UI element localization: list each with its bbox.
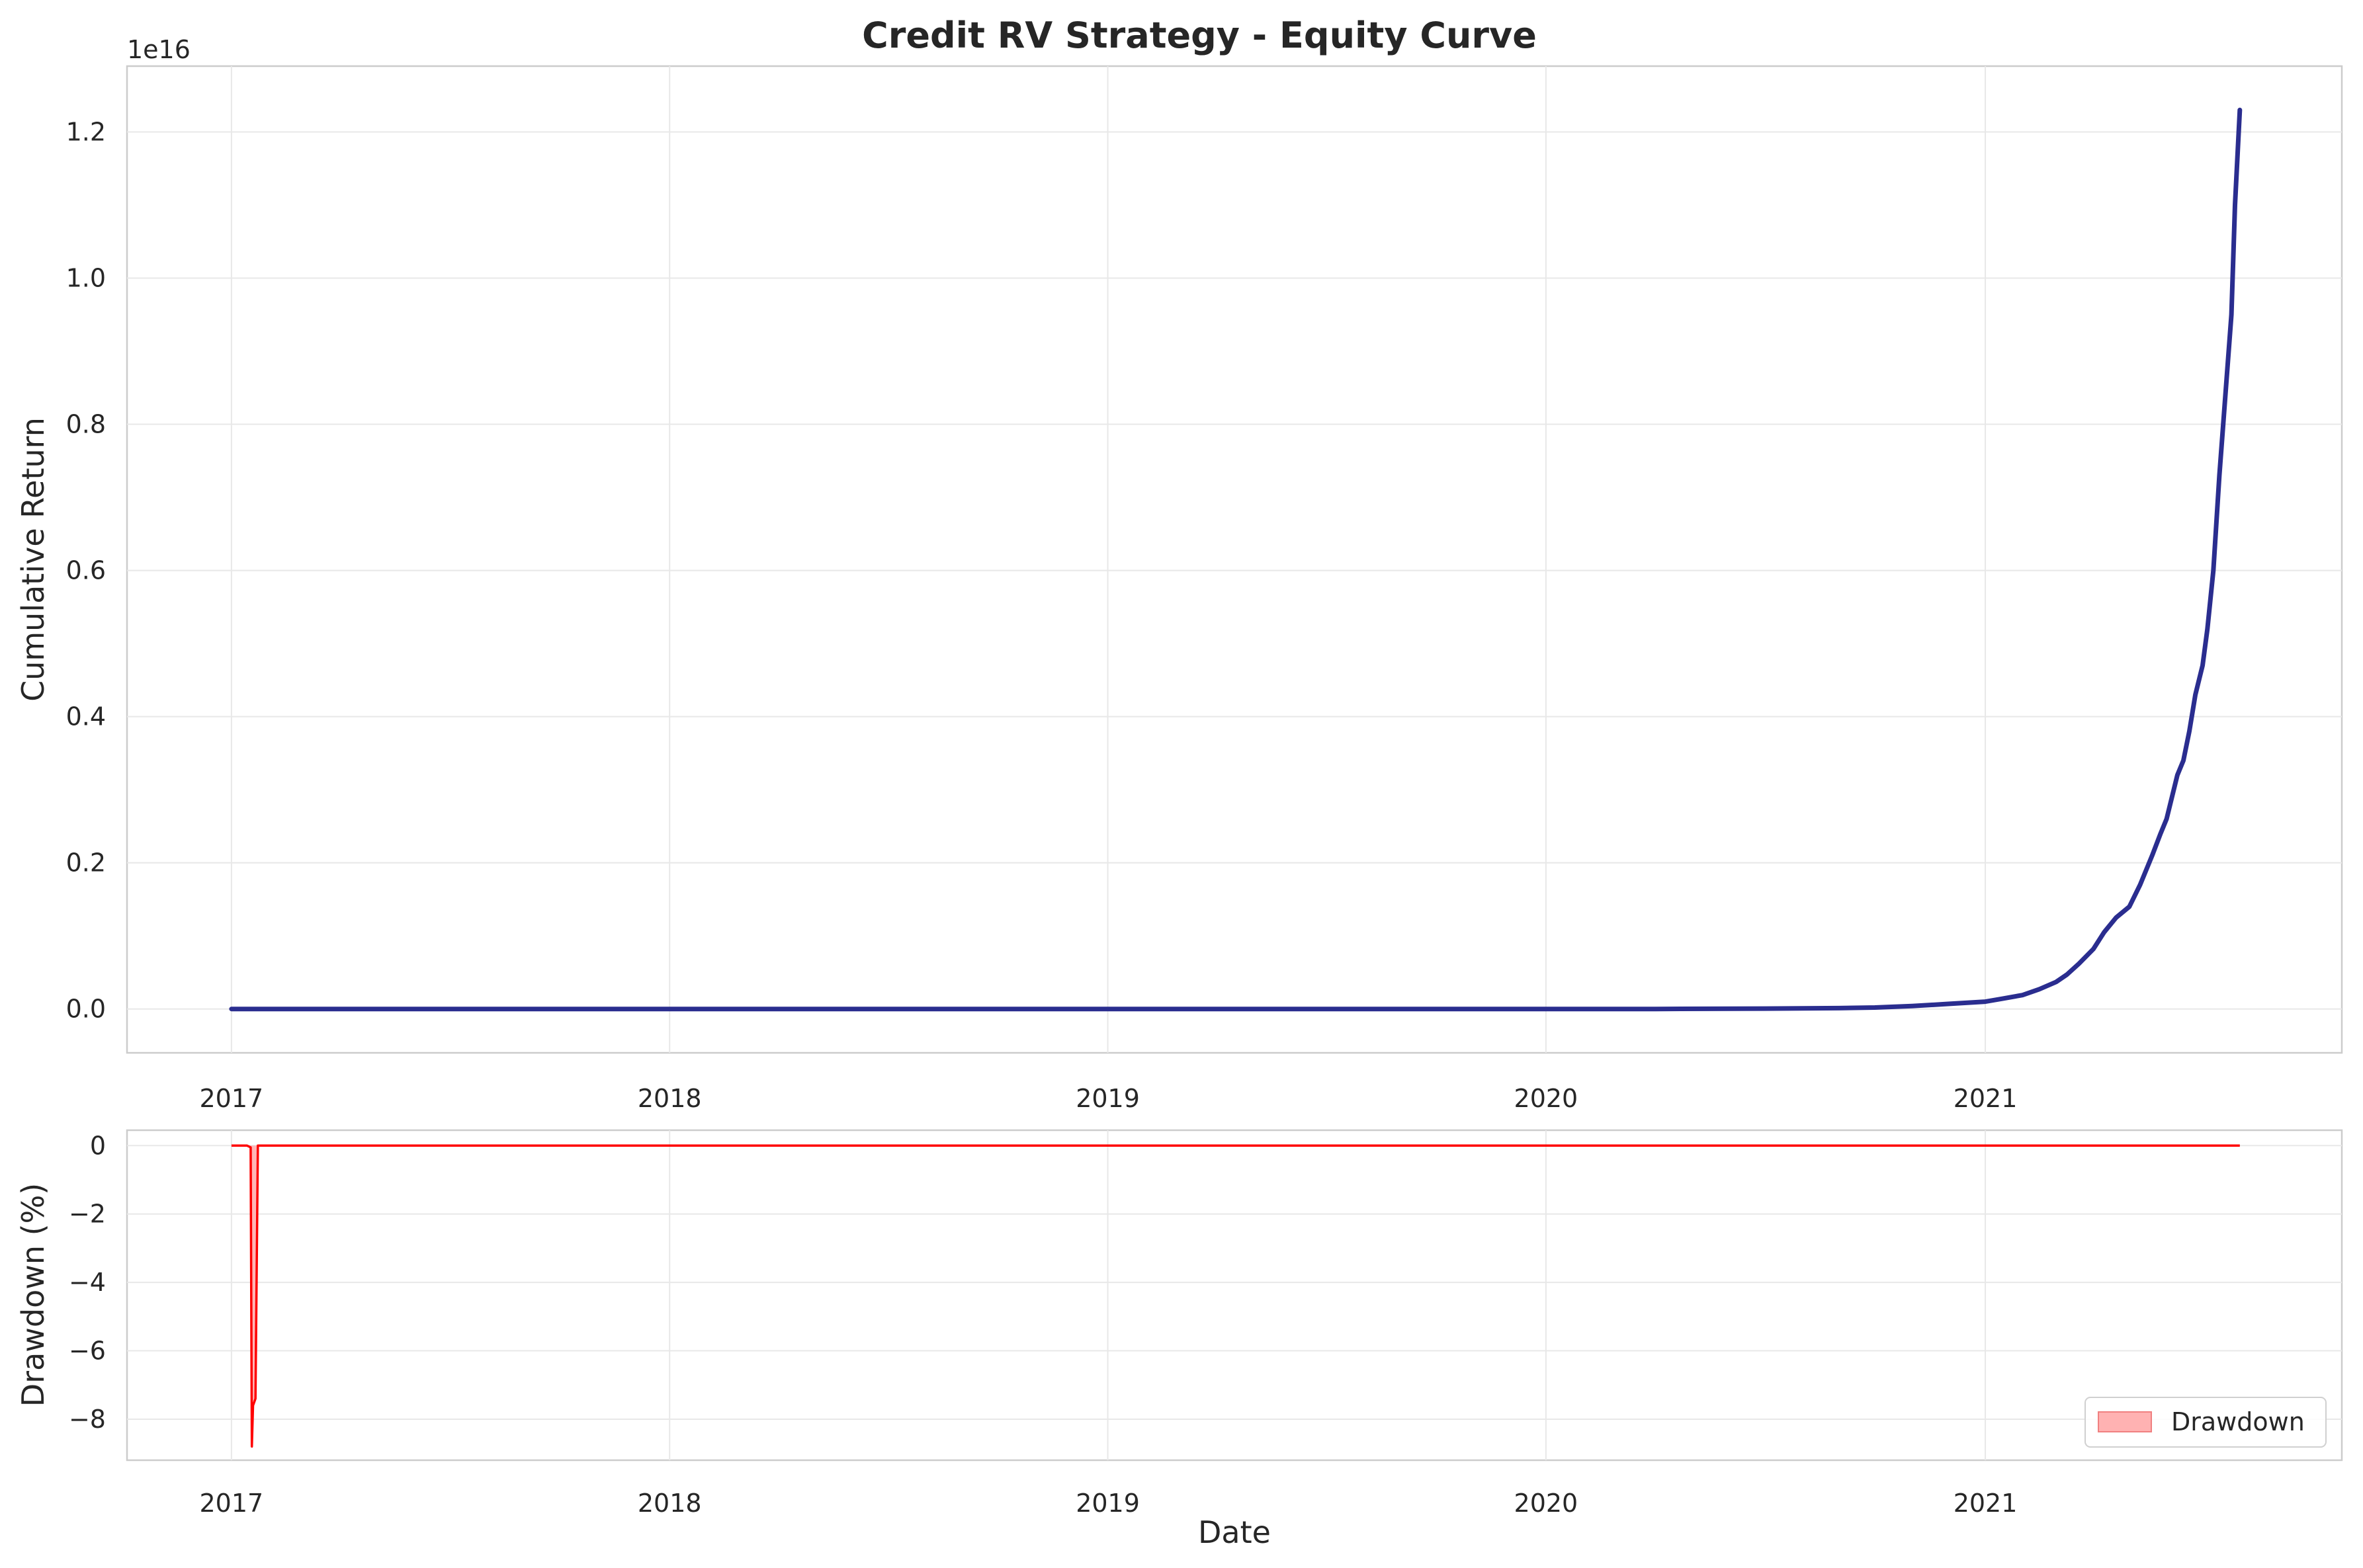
equity-x-tick-label: 2021: [1954, 1084, 2018, 1113]
equity-x-tick-label: 2020: [1514, 1084, 1578, 1113]
drawdown-y-tick-label: −4: [69, 1268, 106, 1297]
equity-y-tick-label: 0.6: [66, 556, 106, 585]
drawdown-x-tick-label: 2020: [1514, 1489, 1578, 1518]
equity-y-axis-label: Cumulative Return: [15, 417, 51, 702]
drawdown-y-tick-label: −6: [69, 1337, 106, 1366]
drawdown-y-axis-label: Drawdown (%): [15, 1183, 51, 1407]
drawdown-x-axis-label: Date: [1198, 1514, 1271, 1550]
drawdown-plot-area: [126, 1129, 2343, 1462]
equity-x-tick-label: 2017: [200, 1084, 264, 1113]
drawdown-y-tick-label: 0: [90, 1131, 106, 1160]
drawdown-x-tick-label: 2017: [200, 1489, 264, 1518]
equity-y-tick-label: 0.8: [66, 410, 106, 439]
legend: Drawdown: [2084, 1397, 2327, 1448]
drawdown-x-tick-label: 2021: [1954, 1489, 2018, 1518]
chart-title: Credit RV Strategy - Equity Curve: [862, 15, 1537, 56]
equity-y-tick-label: 0.0: [66, 995, 106, 1024]
equity-x-tick-label: 2018: [638, 1084, 702, 1113]
legend-label-drawdown: Drawdown: [2171, 1407, 2305, 1436]
drawdown-panel: 0 −2 −4 −6 −8 2017 2018 2019 2020 2021 Drawdown …: [15, 1129, 2343, 1550]
equity-curve-panel: 0.00.20.40.60.81.01.2 2017 2018 2019 2020 20…: [15, 35, 2343, 1113]
drawdown-y-tick-label: −2: [69, 1200, 106, 1229]
equity-grid: [127, 66, 2342, 1053]
equity-offset-label: 1e16: [127, 35, 191, 64]
equity-y-tick-label: 1.2: [66, 117, 106, 146]
equity-y-tick-label: 0.2: [66, 848, 106, 878]
legend-box: [2084, 1397, 2327, 1448]
drawdown-x-ticks: 2017 2018 2019 2020 2021: [200, 1489, 2018, 1518]
legend-swatch-drawdown: [2098, 1411, 2152, 1432]
equity-x-tick-label: 2019: [1076, 1084, 1140, 1113]
drawdown-series: [231, 1144, 2240, 1448]
equity-y-tick-label: 1.0: [66, 264, 106, 293]
equity-x-ticks: 2017 2018 2019 2020 2021: [200, 1084, 2018, 1113]
drawdown-x-tick-label: 2018: [638, 1489, 702, 1518]
equity-y-ticks: 0.0 0.2 0.4 0.6 0.8 1.0 1.2: [66, 117, 106, 1023]
drawdown-y-ticks: 0 −2 −4 −6 −8: [69, 1131, 106, 1434]
equity-y-tick-label: 0.4: [66, 702, 106, 731]
drawdown-line: [231, 1144, 2240, 1448]
equity-plot-area: [126, 65, 2343, 1054]
drawdown-x-tick-label: 2019: [1076, 1489, 1140, 1518]
equity-series: [229, 107, 2243, 1012]
equity-curve-line: [229, 107, 2243, 1012]
drawdown-y-tick-label: −8: [69, 1405, 106, 1434]
